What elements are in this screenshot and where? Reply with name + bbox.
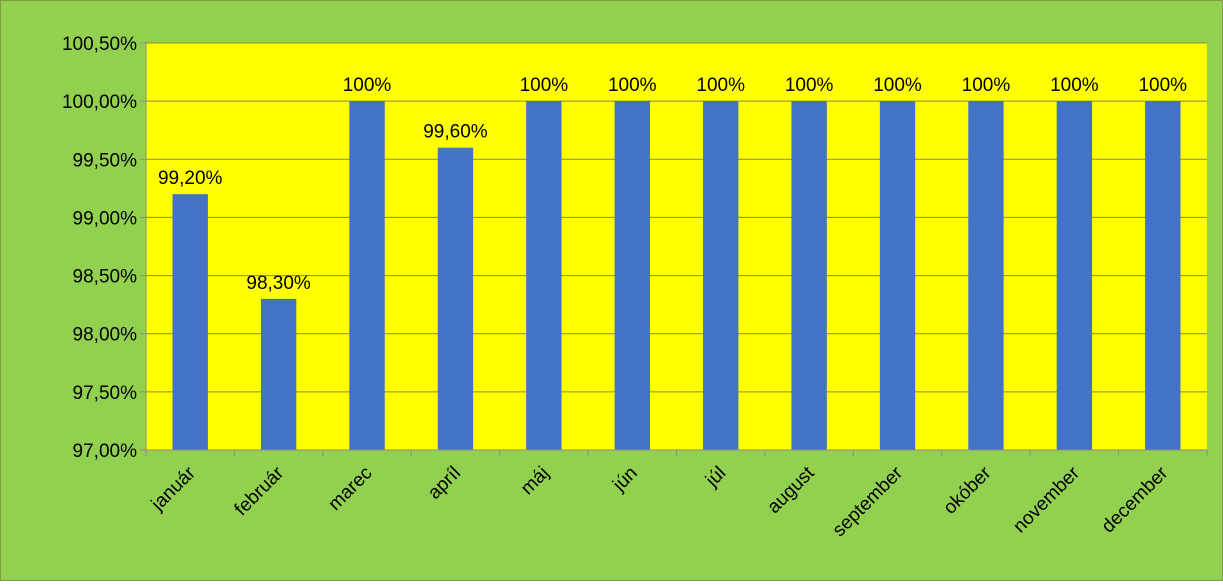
y-tick-label: 98,00% (73, 325, 138, 346)
data-label: 100% (520, 75, 569, 96)
data-label: 100% (343, 75, 392, 96)
data-label: 100% (785, 75, 834, 96)
data-label: 100% (1050, 75, 1099, 96)
bar (437, 147, 474, 450)
bar (879, 101, 916, 451)
bar (260, 298, 297, 450)
bar (526, 101, 562, 451)
bar (614, 101, 650, 451)
data-labels: 99,20% 98,30% 100% 99,60% 100% 100% 100% 100% 10… (158, 75, 1187, 294)
y-axis-tick-labels: 97,00% 97,50% 98,00% 98,50% 99,00% 99,50% 100,… (62, 34, 137, 462)
bar (703, 101, 739, 451)
bar (791, 101, 827, 451)
y-tick-label: 100,50% (62, 34, 137, 55)
bar (172, 194, 208, 450)
data-label: 100% (696, 75, 745, 96)
bar (349, 101, 385, 451)
y-tick-label: 97,50% (73, 383, 138, 404)
data-label: 99,20% (158, 168, 223, 189)
data-label: 100% (962, 75, 1011, 96)
y-tick-label: 100,00% (62, 92, 137, 113)
data-label: 100% (608, 75, 657, 96)
data-label: 100% (873, 75, 922, 96)
bar (968, 101, 1004, 451)
axes (145, 43, 1208, 456)
bar (1145, 101, 1181, 451)
y-tick-label: 99,00% (73, 208, 138, 229)
y-tick-label: 99,50% (73, 150, 138, 171)
data-label: 99,60% (423, 122, 488, 143)
data-label: 100% (1138, 75, 1187, 96)
plot-background (146, 43, 1207, 450)
data-label: 98,30% (246, 273, 311, 294)
y-tick-label: 97,00% (73, 441, 138, 462)
bars (172, 101, 1181, 451)
bar (1056, 101, 1093, 451)
y-tick-label: 98,50% (73, 267, 138, 288)
